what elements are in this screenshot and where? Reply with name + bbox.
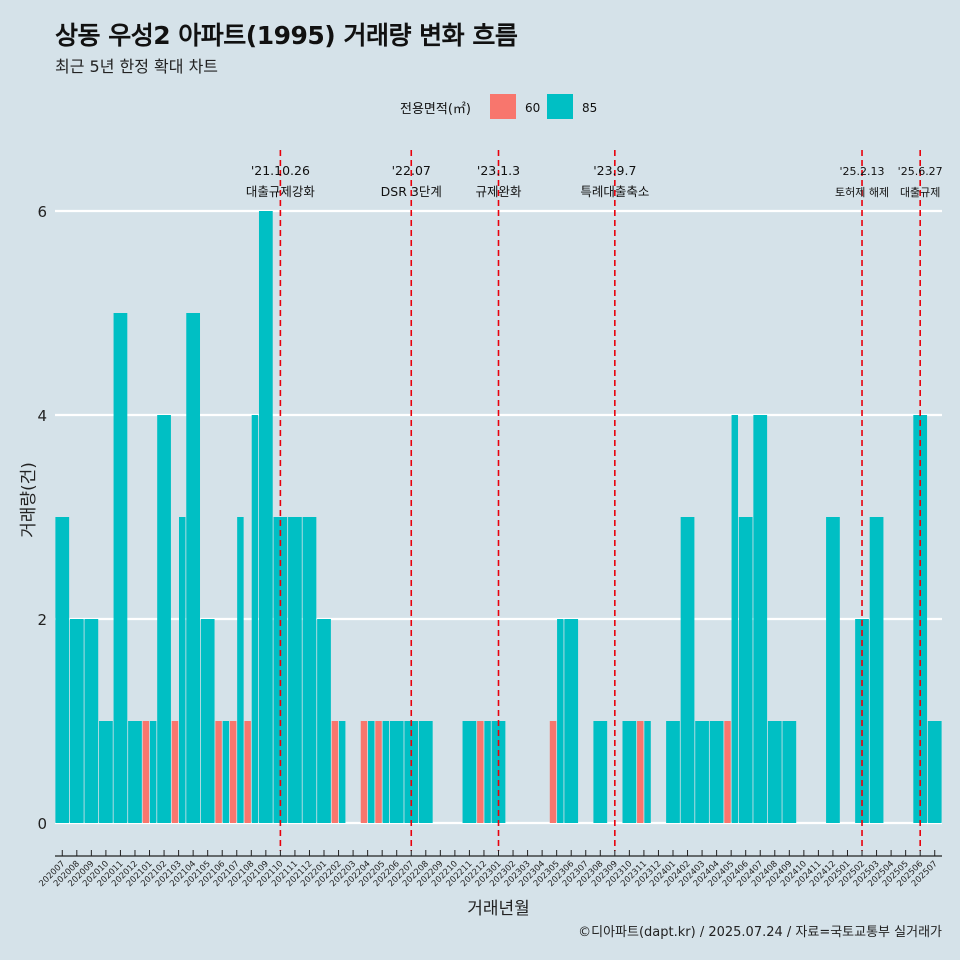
y-tick-label: 2 <box>37 611 47 629</box>
bar-85 <box>695 721 709 823</box>
bar-60 <box>549 721 557 823</box>
bar-85 <box>484 721 491 823</box>
bar-85 <box>680 517 695 823</box>
legend-key-60 <box>490 94 516 119</box>
event-name-label: 토허제 해제 <box>835 185 889 199</box>
bar-60 <box>637 721 644 823</box>
legend-label-85: 85 <box>582 101 597 115</box>
bar-85 <box>302 517 317 823</box>
bar-85 <box>869 517 884 823</box>
bar-85 <box>709 721 724 823</box>
bar-85 <box>418 721 433 823</box>
bar-85 <box>738 517 753 823</box>
legend-title: 전용면적(㎡) <box>400 102 471 117</box>
bar-85 <box>338 721 346 823</box>
y-axis-title: 거래량(건) <box>19 462 39 538</box>
event-date-label: '23.1.3 <box>477 163 520 178</box>
bar-85 <box>113 313 128 823</box>
event-name-label: DSR 3단계 <box>381 184 442 199</box>
bar-85 <box>258 211 273 823</box>
bar-85 <box>288 517 302 823</box>
event-name-label: 대출규제강화 <box>246 184 316 199</box>
bar-85 <box>557 619 564 823</box>
bar-60 <box>477 721 484 823</box>
bar-85 <box>186 313 201 823</box>
bar-85 <box>389 721 404 823</box>
bar-85 <box>368 721 375 823</box>
bar-85 <box>382 721 390 823</box>
legend-key-85 <box>547 94 573 119</box>
bar-85 <box>753 415 768 823</box>
bar-85 <box>767 721 782 823</box>
bar-85 <box>782 721 797 823</box>
event-date-label: '25.2.13 <box>840 165 885 178</box>
event-date-label: '25.6.27 <box>898 165 943 178</box>
bar-60 <box>171 721 179 823</box>
bar-85 <box>731 415 739 823</box>
y-tick-label: 4 <box>37 407 47 425</box>
event-name-label: 규제완화 <box>475 184 522 199</box>
bar-85 <box>913 415 928 823</box>
bar-85 <box>462 721 477 823</box>
legend-label-60: 60 <box>525 101 540 115</box>
bar-85 <box>84 619 99 823</box>
bar-85 <box>200 619 215 823</box>
chart-subtitle: 최근 5년 한정 확대 차트 <box>55 57 219 76</box>
bar-85 <box>927 721 942 823</box>
event-date-label: '21.10.26 <box>251 163 310 178</box>
event-name-label: 특례대출축소 <box>580 184 649 199</box>
bar-85 <box>666 721 680 823</box>
bar-60 <box>375 721 382 823</box>
bar-60 <box>229 721 237 823</box>
bar-85 <box>564 619 579 823</box>
bar-85 <box>178 517 186 823</box>
bar-85 <box>622 721 637 823</box>
bar-60 <box>215 721 222 823</box>
bar-60 <box>142 721 150 823</box>
y-tick-label: 6 <box>37 203 47 221</box>
bar-85 <box>128 721 142 823</box>
event-date-label: '22.07 <box>392 163 431 178</box>
bar-85 <box>157 415 171 823</box>
bar-85 <box>251 415 259 823</box>
bar-85 <box>69 619 84 823</box>
event-name-label: 대출규제 <box>900 186 940 199</box>
event-date-label: '23.9.7 <box>593 163 636 178</box>
bar-60 <box>360 721 368 823</box>
bar-85 <box>149 721 157 823</box>
bar-60 <box>724 721 731 823</box>
bar-85 <box>317 619 331 823</box>
bar-85 <box>826 517 840 823</box>
bar-85 <box>99 721 113 823</box>
source-caption: ©디아파트(dapt.kr) / 2025.07.24 / 자료=국토교통부 실… <box>578 925 942 940</box>
chart-title: 상동 우성2 아파트(1995) 거래량 변화 흐름 <box>55 21 518 50</box>
bar-85 <box>55 517 70 823</box>
bar-85 <box>644 721 651 823</box>
bar-60 <box>244 721 251 823</box>
bar-85 <box>237 517 244 823</box>
bar-85 <box>222 721 230 823</box>
x-axis-title: 거래년월 <box>467 899 530 919</box>
bar-60 <box>331 721 339 823</box>
bar-85 <box>593 721 608 823</box>
y-tick-label: 0 <box>37 815 47 833</box>
